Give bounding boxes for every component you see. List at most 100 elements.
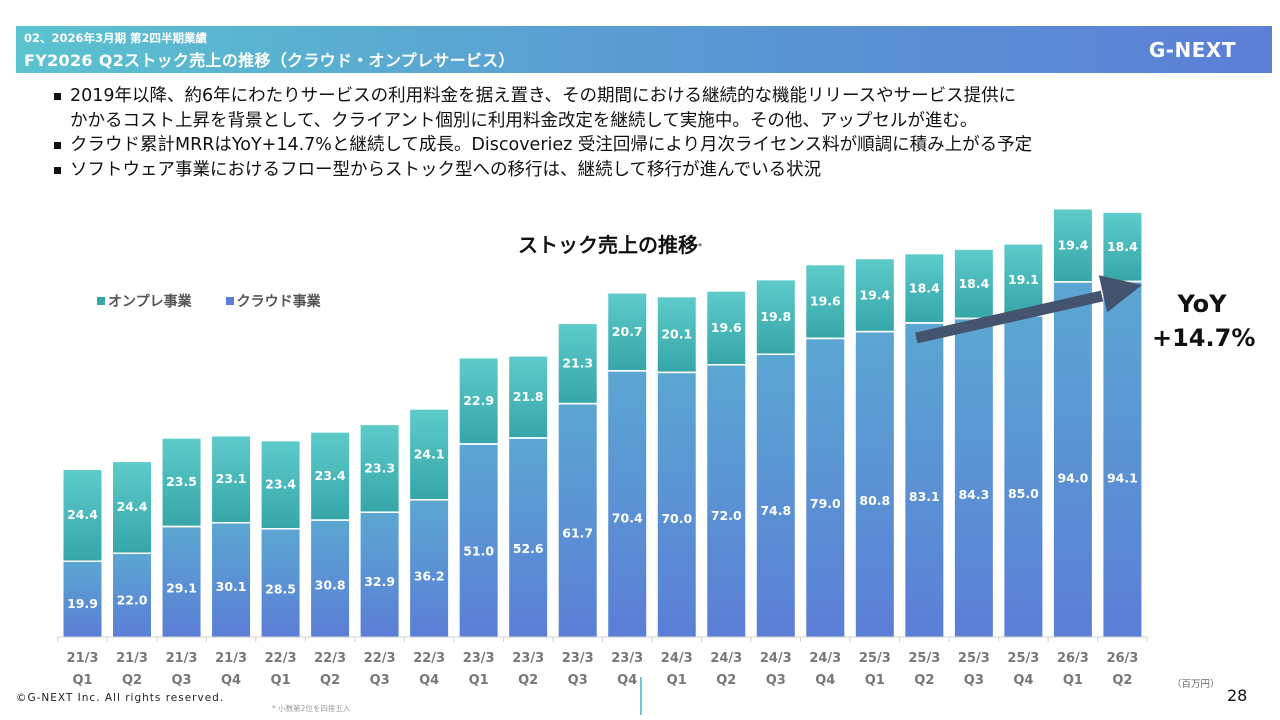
data-label-onprem: 19.4: [859, 287, 890, 302]
x-tick-label-quarter: Q3: [766, 673, 786, 688]
x-tick-label-year: 24/3: [661, 651, 693, 666]
x-tick-label-year: 24/3: [760, 651, 792, 666]
trend-arrow-shaft: [915, 290, 1104, 344]
chart-title: ストック売上の推移*: [518, 229, 702, 258]
x-tick-label-year: 21/3: [67, 651, 99, 666]
bar-segment-onprem: [459, 358, 498, 444]
bar-segment-cloud: [657, 373, 696, 637]
data-label-cloud: 70.4: [612, 511, 643, 526]
data-label-cloud: 51.0: [463, 543, 494, 558]
data-label-onprem: 20.7: [612, 324, 643, 339]
yoy-label-line2: +14.7%: [1152, 324, 1256, 352]
x-tick-label-quarter: Q2: [716, 673, 736, 688]
data-label-cloud: 72.0: [711, 508, 742, 523]
data-label-onprem: 21.8: [513, 389, 544, 404]
bar-segment-cloud: [806, 339, 845, 637]
legend-swatch-onprem: [97, 297, 105, 305]
x-tick-label-quarter: Q3: [171, 673, 191, 688]
data-label-onprem: 19.6: [810, 294, 841, 309]
x-tick-label-year: 23/3: [512, 651, 544, 666]
x-tick-label-year: 23/3: [562, 651, 594, 666]
x-tick-label-quarter: Q1: [667, 673, 687, 688]
data-label-cloud: 52.6: [513, 541, 544, 556]
bar-segment-cloud: [608, 371, 647, 637]
data-label-cloud: 70.0: [661, 511, 692, 526]
x-tick-label-year: 22/3: [364, 651, 396, 666]
data-label-cloud: 22.0: [117, 593, 148, 608]
trend-arrow-layer: [915, 275, 1142, 344]
bar-segment-cloud: [509, 438, 548, 637]
data-label-cloud: 94.0: [1057, 471, 1088, 486]
x-tick-label-quarter: Q2: [122, 673, 142, 688]
x-tick-label-year: 21/3: [166, 651, 198, 666]
bar-segment-onprem: [756, 280, 795, 354]
chart-legend: オンプレ事業 クラウド事業: [97, 291, 321, 311]
x-tick-label-year: 21/3: [215, 651, 247, 666]
x-tick-label-quarter: Q1: [469, 673, 489, 688]
data-label-onprem: 23.4: [315, 468, 346, 483]
bar-segment-cloud: [360, 512, 399, 637]
bar-segment-cloud: [1103, 282, 1142, 637]
bullet-text: ソフトウェア事業におけるフロー型からストック型への移行は、継続して移行が進んでい…: [70, 159, 822, 180]
bar-segment-onprem: [162, 438, 201, 526]
bullet-item: ソフトウェア事業におけるフロー型からストック型への移行は、継続して移行が進んでい…: [52, 158, 1252, 183]
bar-segment-cloud: [707, 365, 746, 637]
bullet-square-icon: [54, 93, 61, 100]
bar-segment-onprem: [905, 254, 944, 323]
data-label-cloud: 19.9: [67, 596, 98, 611]
data-label-onprem: 22.9: [463, 393, 494, 408]
header-banner: [16, 26, 1272, 73]
bar-segment-cloud: [162, 527, 201, 637]
x-tick-label-year: 25/3: [908, 651, 940, 666]
data-label-cloud: 30.1: [216, 579, 247, 594]
data-label-onprem: 18.4: [909, 281, 940, 296]
bullet-text: クラウド累計MRRはYoY+14.7%と継続して成長。Discoveriez 受…: [70, 135, 1033, 155]
chart-title-note: *: [698, 242, 702, 251]
copyright-text: ©G-NEXT Inc. All rights reserved.: [16, 692, 225, 704]
x-tick-label-year: 24/3: [710, 651, 742, 666]
x-tick-label-year: 22/3: [413, 651, 445, 666]
bullet-item-continuation: かかるコスト上昇を背景として、クライアント個別に利用料金改定を継続して実施中。そ…: [52, 109, 1252, 134]
x-tick-label-quarter: Q3: [964, 673, 984, 688]
data-label-cloud: 84.3: [958, 487, 989, 502]
data-label-cloud: 36.2: [414, 569, 445, 584]
x-tick-label-year: 25/3: [1007, 651, 1039, 666]
x-tick-label-quarter: Q3: [370, 673, 390, 688]
data-label-onprem: 19.6: [711, 320, 742, 335]
data-label-cloud: 28.5: [265, 582, 296, 597]
bullet-text: かかるコスト上昇を背景として、クライアント個別に利用料金改定を継続して実施中。そ…: [70, 110, 978, 131]
bar-segment-cloud: [855, 332, 894, 637]
page-number: 28: [1227, 686, 1248, 705]
data-label-cloud: 29.1: [166, 581, 197, 596]
data-label-onprem: 23.5: [166, 474, 197, 489]
data-label-onprem: 19.8: [760, 309, 791, 324]
bar-segment-onprem: [954, 249, 993, 318]
x-tick-label-quarter: Q4: [419, 673, 439, 688]
data-label-cloud: 94.1: [1107, 470, 1138, 485]
x-tick-label-quarter: Q3: [568, 673, 588, 688]
x-tick-label-quarter: Q1: [1063, 673, 1083, 688]
x-tick-label-quarter: Q1: [865, 673, 885, 688]
trend-arrow-head-icon: [1098, 275, 1142, 313]
bar-segment-onprem: [855, 259, 894, 331]
chart-title-text: ストック売上の推移: [518, 233, 698, 257]
bar-segment-onprem: [261, 441, 300, 529]
bar-segment-onprem: [63, 469, 102, 561]
data-label-cloud: 61.7: [562, 525, 593, 540]
bar-segment-onprem: [212, 436, 251, 523]
bullet-square-icon: [54, 166, 61, 174]
data-label-cloud: 30.8: [315, 578, 346, 593]
data-label-cloud: 80.8: [859, 493, 890, 508]
bar-segment-onprem: [509, 356, 548, 438]
x-tick-label-year: 26/3: [1106, 651, 1138, 666]
x-tick-label-year: 24/3: [809, 651, 841, 666]
x-tick-label-year: 26/3: [1057, 651, 1089, 666]
bar-segment-onprem: [657, 297, 696, 372]
bar-segment-cloud: [311, 520, 350, 637]
data-label-onprem: 20.1: [661, 327, 692, 342]
rounding-footnote: * 小数第2位を四捨五入: [272, 704, 351, 713]
bar-segment-cloud: [954, 319, 993, 637]
yoy-annotation: YoY +14.7%: [1152, 287, 1256, 355]
data-label-cloud: 32.9: [364, 574, 395, 589]
